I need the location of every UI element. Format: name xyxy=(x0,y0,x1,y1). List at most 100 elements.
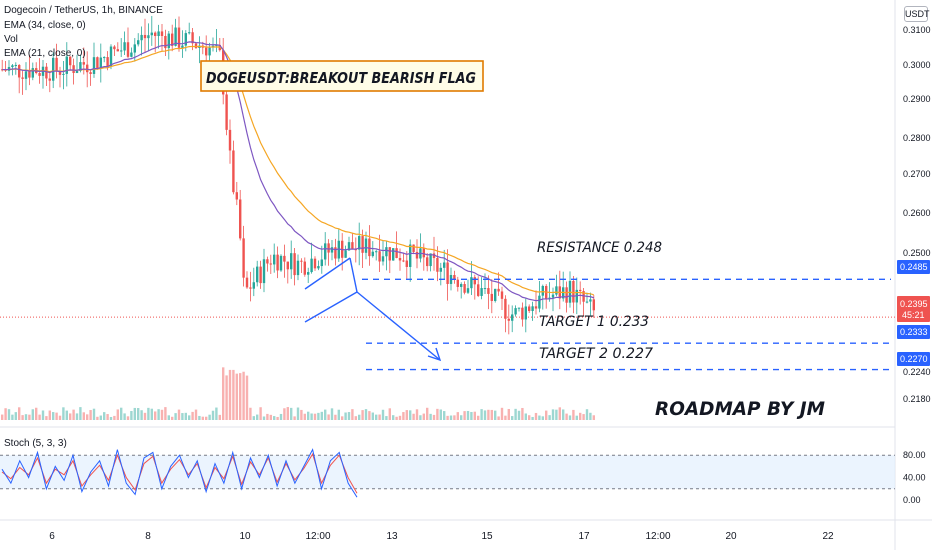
candle-body xyxy=(242,238,245,278)
candle-body xyxy=(28,71,31,78)
candle-body xyxy=(415,251,419,259)
candle-body xyxy=(283,255,286,262)
candle-body xyxy=(402,260,405,262)
volume-bar xyxy=(375,414,378,420)
candle-body xyxy=(205,47,208,56)
candle-body xyxy=(239,199,242,239)
volume-bar xyxy=(402,412,405,420)
candle-body xyxy=(521,307,524,320)
candle-body xyxy=(72,65,75,74)
volume-bar xyxy=(14,412,17,420)
candle-body xyxy=(507,318,510,321)
volume-bar xyxy=(154,411,157,420)
volume-group xyxy=(1,367,595,420)
candle-body xyxy=(579,289,582,292)
candle-body xyxy=(69,56,72,66)
volume-bar xyxy=(99,415,102,420)
price-tick: 0.2800 xyxy=(903,133,931,143)
candle-body xyxy=(361,236,364,253)
price-tick: 0.2500 xyxy=(903,248,931,258)
legend-vol-text: Vol xyxy=(4,34,18,45)
volume-bar xyxy=(466,410,470,420)
volume-bar xyxy=(354,416,357,420)
projection-arrow-line xyxy=(356,291,441,361)
volume-bar xyxy=(494,410,497,420)
volume-bar xyxy=(568,415,572,420)
volume-bar xyxy=(133,407,136,420)
volume-bar xyxy=(541,416,544,420)
volume-bar xyxy=(344,412,347,420)
candle-body xyxy=(177,27,181,48)
candle-body xyxy=(358,236,361,250)
volume-bar xyxy=(334,414,337,420)
volume-bar xyxy=(211,410,215,420)
volume-bar xyxy=(371,412,374,420)
flag-right-line xyxy=(349,257,358,293)
countdown-text: 45:21 xyxy=(902,310,925,320)
time-tick: 6 xyxy=(49,531,55,542)
candle-body xyxy=(541,285,544,296)
volume-bar xyxy=(521,407,524,420)
volume-bar xyxy=(419,415,422,420)
volume-bar xyxy=(75,413,79,420)
candle-body xyxy=(14,64,17,66)
volume-bar xyxy=(405,410,408,420)
volume-bar xyxy=(463,411,466,420)
candle-body xyxy=(320,259,323,267)
volume-bar xyxy=(215,407,218,420)
volume-bar xyxy=(181,413,184,420)
volume-bar xyxy=(504,415,507,420)
candle-body xyxy=(494,288,497,301)
title-box-frame xyxy=(200,60,484,92)
volume-bar xyxy=(160,409,164,420)
candle-body xyxy=(456,279,459,287)
candle-body xyxy=(371,251,374,257)
volume-bar xyxy=(324,409,327,420)
volume-bar xyxy=(303,413,306,420)
time-tick: 13 xyxy=(386,531,398,542)
candle-body xyxy=(351,242,354,250)
volume-bar xyxy=(222,367,225,420)
legend-symbol-text: Dogecoin / TetherUS, 1h, BINANCE xyxy=(4,5,163,16)
volume-bar xyxy=(449,415,453,420)
candle-body xyxy=(143,34,147,39)
currency-badge[interactable]: USDT xyxy=(904,6,930,22)
candle-body xyxy=(347,242,351,251)
volume-bar xyxy=(171,416,174,420)
volume-bar xyxy=(4,408,7,420)
resistance-tag: 0.2485 xyxy=(897,260,930,274)
volume-bar xyxy=(123,413,126,420)
volume-bar xyxy=(385,416,388,420)
candle-body xyxy=(531,306,534,312)
volume-bar xyxy=(296,407,300,420)
flag-upper-line xyxy=(304,257,351,290)
time-tick: 20 xyxy=(725,531,737,542)
candle-body xyxy=(215,44,218,46)
volume-bar xyxy=(58,415,62,420)
stoch-tick: 0.00 xyxy=(903,495,921,505)
candle-body xyxy=(412,244,415,252)
volume-bar xyxy=(429,413,432,420)
ema21-line xyxy=(2,41,595,302)
volume-bar xyxy=(24,414,28,420)
volume-bar xyxy=(585,409,589,420)
volume-bar xyxy=(31,409,34,420)
candle-body xyxy=(55,57,58,71)
volume-bar xyxy=(528,415,531,420)
volume-bar xyxy=(48,410,51,420)
time-tick: 15 xyxy=(481,531,493,542)
candle-body xyxy=(592,299,595,311)
volume-bar xyxy=(432,414,436,420)
volume-bar xyxy=(446,415,449,420)
candle-body xyxy=(487,288,490,294)
volume-bar xyxy=(150,408,153,420)
legend-vol: Vol xyxy=(4,34,22,45)
volume-bar xyxy=(249,407,252,420)
volume-bar xyxy=(273,416,276,420)
candle-body xyxy=(511,314,514,321)
volume-bar xyxy=(395,416,398,420)
volume-bar xyxy=(225,375,228,420)
candle-body xyxy=(398,257,402,261)
